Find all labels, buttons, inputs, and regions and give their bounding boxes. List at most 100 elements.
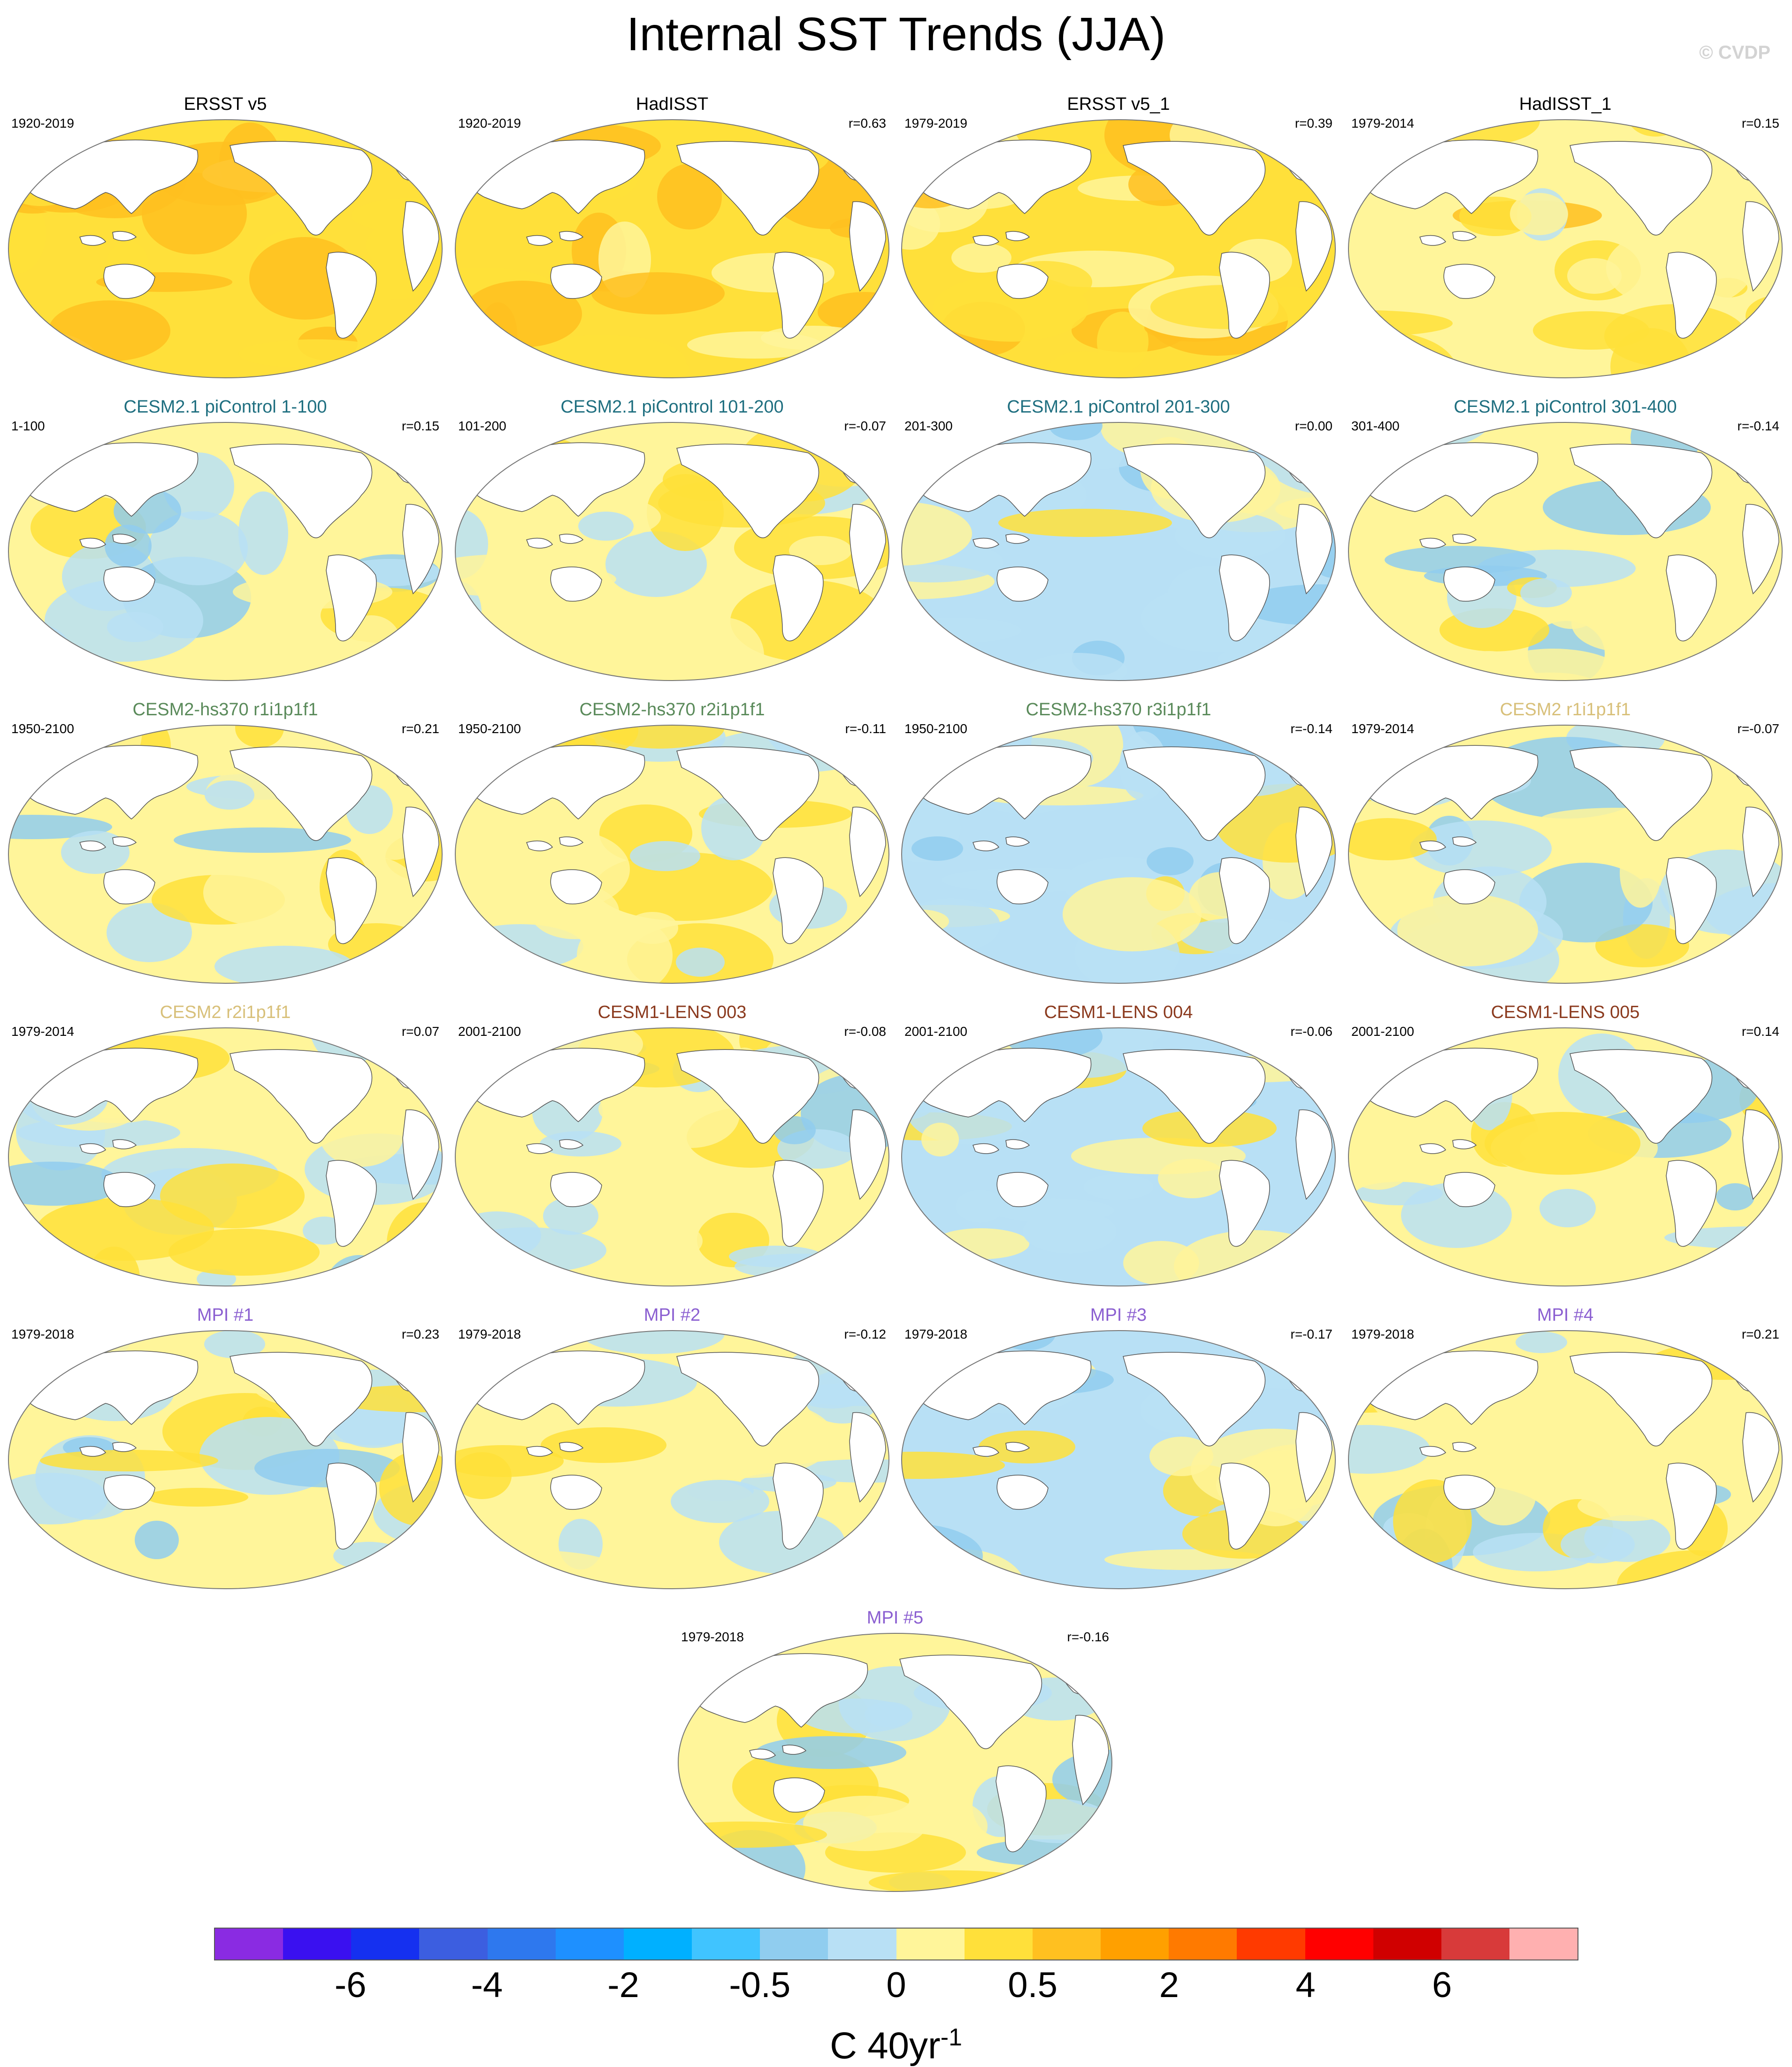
land-mass xyxy=(103,264,155,299)
panel-correlation: r=0.21 xyxy=(1741,1327,1779,1341)
trend-anomaly-patch xyxy=(902,1245,965,1286)
panel-title: CESM2 r1i1p1f1 xyxy=(1500,700,1631,720)
colorbar-swatch xyxy=(896,1929,965,1960)
land-mass xyxy=(676,746,819,841)
map-panel: HadISST 1920-2019 r=0.63 xyxy=(452,94,893,380)
land-mass xyxy=(676,444,819,538)
map-border xyxy=(8,1330,443,1589)
land-mass xyxy=(1570,746,1713,841)
sst-trend-map xyxy=(8,422,443,681)
trend-anomaly-patch xyxy=(1397,894,1538,966)
trend-anomaly-patch xyxy=(1516,1332,1567,1353)
panel-period: 1920-2019 xyxy=(11,116,74,130)
sst-trend-map xyxy=(455,422,889,681)
map-border xyxy=(455,725,889,984)
panel-title: ERSST v5_1 xyxy=(1067,94,1170,114)
land-mass xyxy=(1419,1143,1447,1154)
trend-anomaly-patch xyxy=(40,1450,218,1471)
trend-anomaly-patch xyxy=(1348,1113,1419,1190)
panel-title: CESM1-LENS 004 xyxy=(1044,1003,1193,1022)
trend-anomaly-patch xyxy=(37,1198,214,1261)
trend-anomaly-patch xyxy=(1557,1244,1608,1268)
land-mass xyxy=(1443,1172,1495,1207)
trend-anomaly-patch xyxy=(1348,818,1437,860)
trend-anomaly-patch xyxy=(135,1521,179,1559)
trend-anomaly-patch xyxy=(678,1789,773,1829)
trend-anomaly-patch xyxy=(1147,847,1194,875)
land-mass xyxy=(402,504,439,595)
trend-anomaly-patch xyxy=(1716,1183,1754,1210)
panel-correlation: r=-0.16 xyxy=(1067,1630,1110,1644)
land-mass xyxy=(103,1172,155,1207)
map-panel: CESM2-hs370 r2i1p1f1 1950-2100 r=-0.11 xyxy=(452,699,893,986)
land-mass xyxy=(79,235,107,246)
trend-anomaly-patch xyxy=(1149,1437,1213,1476)
colorbar-swatch xyxy=(1441,1929,1509,1960)
panel-period: 2001-2100 xyxy=(904,1024,967,1039)
trend-anomaly-patch xyxy=(839,1240,889,1260)
sst-trend-map xyxy=(901,1027,1336,1286)
trend-anomaly-patch xyxy=(1244,1028,1285,1044)
trend-anomaly-patch xyxy=(680,1527,726,1578)
colorbar-swatch xyxy=(351,1929,420,1960)
trend-anomaly-patch xyxy=(617,1220,703,1262)
panel-correlation: r=-0.11 xyxy=(845,721,886,736)
map-panel: CESM2-hs370 r3i1p1f1 1950-2100 r=-0.14 xyxy=(898,699,1339,986)
trend-anomaly-patch xyxy=(803,1796,927,1851)
trend-anomaly-patch xyxy=(1237,725,1322,752)
sst-trend-map xyxy=(1348,1027,1783,1286)
land-mass xyxy=(773,1777,825,1813)
trend-anomaly-patch xyxy=(392,651,442,681)
trend-anomaly-patch xyxy=(1158,1159,1226,1198)
trend-anomaly-patch xyxy=(902,1331,988,1350)
panel-title: CESM2.1 piControl 301-400 xyxy=(1454,397,1677,417)
panel-period: 1979-2014 xyxy=(1351,721,1414,736)
panel-title: MPI #3 xyxy=(1090,1305,1147,1325)
panel-period: 1979-2018 xyxy=(11,1327,74,1341)
trend-anomaly-patch xyxy=(61,831,130,874)
trend-anomaly-patch xyxy=(902,898,1000,953)
land-mass xyxy=(326,252,377,339)
map-border xyxy=(901,422,1336,681)
land-mass xyxy=(550,567,602,602)
trend-anomaly-patch xyxy=(902,1452,1005,1479)
trend-anomaly-patch xyxy=(1257,1249,1335,1286)
land-mass xyxy=(230,444,373,538)
land-mass xyxy=(559,836,584,847)
map-panel: CESM2-hs370 r1i1p1f1 1950-2100 r=0.21 xyxy=(5,699,446,986)
trend-anomaly-patch xyxy=(657,164,722,230)
trend-anomaly-patch xyxy=(902,198,940,250)
sst-trend-map xyxy=(1348,119,1783,378)
panel-title: CESM2 r2i1p1f1 xyxy=(160,1003,291,1022)
trend-anomaly-patch xyxy=(1455,369,1494,378)
trend-anomaly-patch xyxy=(598,1092,666,1126)
panel-correlation: r=0.07 xyxy=(401,1024,439,1039)
sst-trend-map xyxy=(1348,1330,1783,1589)
land-mass xyxy=(1452,836,1477,847)
land-mass xyxy=(899,1654,1042,1749)
land-mass xyxy=(550,1172,602,1207)
trend-anomaly-patch xyxy=(998,509,1172,537)
land-mass xyxy=(526,235,553,246)
map-border xyxy=(901,1330,1336,1589)
land-mass xyxy=(79,537,107,549)
map-panel: MPI #5 1979-2018 r=-0.16 xyxy=(674,1608,1116,1894)
panel-title: CESM2-hs370 r3i1p1f1 xyxy=(1026,700,1211,720)
land-mass xyxy=(996,264,1049,299)
trend-anomaly-patch xyxy=(1562,1225,1635,1248)
panel-title: MPI #5 xyxy=(866,1608,924,1628)
land-mass xyxy=(326,1160,377,1247)
map-border xyxy=(901,119,1336,378)
trend-anomaly-patch xyxy=(933,275,1088,342)
trend-anomaly-patch xyxy=(956,1190,1004,1223)
colorbar-tick-label: 0 xyxy=(886,1965,906,2005)
sst-trend-map xyxy=(1348,725,1783,984)
land-mass xyxy=(973,537,1000,549)
map-border xyxy=(1348,1027,1783,1286)
trend-anomaly-patch xyxy=(393,350,442,378)
panel-period: 1950-2100 xyxy=(904,721,967,736)
map-border xyxy=(1348,422,1783,681)
land-mass xyxy=(1570,1352,1713,1447)
trend-anomaly-patch xyxy=(869,1870,1036,1891)
trend-anomaly-patch xyxy=(548,613,711,642)
